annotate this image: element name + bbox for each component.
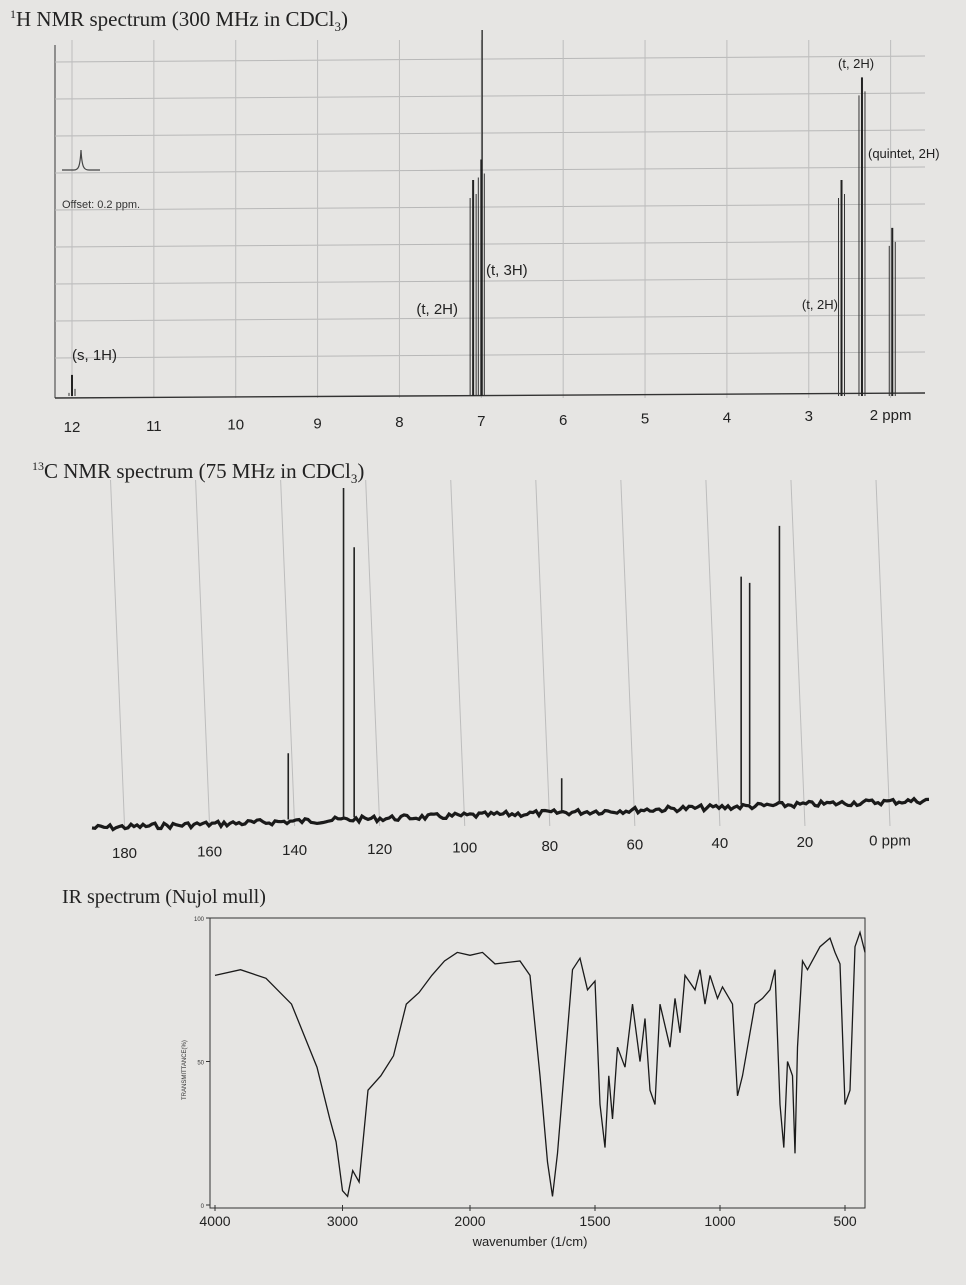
h-nmr-offset-inset-peak <box>62 149 100 171</box>
ir-y-ticks: 0 50 100 <box>194 917 210 1210</box>
ir-y-axis-label: TRANSMITTANCE(%) <box>182 1040 188 1100</box>
h-nmr-grid-hline <box>54 55 926 63</box>
h-nmr-peak-label: (t, 2H) <box>802 297 838 312</box>
c-nmr-x-tick-label: 80 <box>541 838 558 855</box>
c-nmr-x-tick-label: 60 <box>626 837 643 854</box>
h-nmr-peak-label: (t, 3H) <box>486 262 528 279</box>
h-nmr-x-tick-label: 12 <box>64 419 81 436</box>
c-nmr-noise-baseline <box>91 796 930 832</box>
ir-title: IR spectrum (Nujol mull) <box>62 886 266 908</box>
h-nmr-peaks <box>68 30 896 396</box>
h-nmr-grid-hline <box>54 240 926 248</box>
c-nmr-x-tick-label: 100 <box>452 839 477 856</box>
h-nmr-chart: 1H NMR spectrum (300 MHz in CDCl3) Offse… <box>10 7 940 436</box>
ir-x-tick-label: 1000 <box>704 1213 735 1229</box>
h-nmr-peak-labels: (s, 1H) (t, 2H) (t, 3H) (t, 2H) (t, 2H) (quin… <box>72 56 940 364</box>
ir-x-tick-label: 2000 <box>454 1213 485 1229</box>
ir-y-tick-label: 0 <box>201 1204 205 1210</box>
h-nmr-x-tick-label: 9 <box>313 415 321 432</box>
c-nmr-x-tick-label: 20 <box>797 834 814 851</box>
h-nmr-x-tick-label: 8 <box>395 414 403 431</box>
h-nmr-x-tick-label: 6 <box>559 412 567 429</box>
ir-y-tick-label: 100 <box>194 917 205 923</box>
c-nmr-x-tick-label: 140 <box>282 842 307 859</box>
c-nmr-grid-vline <box>195 479 211 827</box>
h-nmr-grid-hline <box>54 129 926 137</box>
c-nmr-x-tick-label: 40 <box>712 835 729 852</box>
h-nmr-title: 1H NMR spectrum (300 MHz in CDCl3) <box>10 7 348 34</box>
ir-x-tick-label: 500 <box>833 1213 857 1229</box>
c-nmr-x-tick-label: 120 <box>367 841 392 858</box>
ir-y-tick-label: 50 <box>197 1061 204 1067</box>
c-nmr-grid <box>110 479 891 827</box>
h-nmr-peak-label: (t, 2H) <box>416 301 458 318</box>
ir-x-tick-label: 3000 <box>327 1213 358 1229</box>
c-nmr-x-tick-label: 160 <box>197 844 222 861</box>
h-nmr-peak-label: (s, 1H) <box>72 347 117 364</box>
h-nmr-peak-label: (quintet, 2H) <box>868 146 940 161</box>
h-nmr-x-tick-label: 10 <box>227 417 244 434</box>
h-nmr-grid-hline <box>54 351 926 359</box>
c-nmr-chart: 13C NMR spectrum (75 MHz in CDCl3) 180 16… <box>32 459 930 862</box>
c-nmr-grid-vline <box>535 479 551 827</box>
ir-x-tick-label: 4000 <box>199 1213 230 1229</box>
h-nmr-x-tick-label: 5 <box>641 411 649 428</box>
c-nmr-x-tick-label: 0 ppm <box>869 832 911 849</box>
ir-x-tick-label: 1500 <box>579 1213 610 1229</box>
h-nmr-x-tick-label: 2 ppm <box>870 407 912 424</box>
h-nmr-grid-hline <box>54 203 926 211</box>
ir-x-axis-label: wavenumber (1/cm) <box>472 1234 588 1249</box>
h-nmr-grid-hline <box>54 277 926 285</box>
h-nmr-x-tick-label: 4 <box>723 409 731 426</box>
h-nmr-grid-hline <box>54 314 926 322</box>
c-nmr-x-ticks: 180 160 140 120 100 80 60 40 20 0 ppm <box>112 832 911 862</box>
h-nmr-peak-label: (t, 2H) <box>838 56 874 71</box>
c-nmr-grid-vline <box>875 479 891 827</box>
c-nmr-peaks <box>287 488 781 820</box>
c-nmr-grid-vline <box>790 479 806 827</box>
c-nmr-x-tick-label: 180 <box>112 845 137 862</box>
ir-chart: IR spectrum (Nujol mull) 4000 3000 2000 150… <box>62 886 866 1249</box>
h-nmr-x-ticks: 12 11 10 9 8 7 6 5 4 3 2 ppm <box>64 407 912 436</box>
c-nmr-grid-vline <box>110 479 126 827</box>
ir-transmittance-line <box>214 930 866 1198</box>
ir-x-ticks: 4000 3000 2000 1500 1000 500 <box>199 1205 857 1229</box>
c-nmr-title: 13C NMR spectrum (75 MHz in CDCl3) <box>32 459 364 486</box>
h-nmr-grid <box>54 40 926 399</box>
h-nmr-offset-label: Offset: 0.2 ppm. <box>62 199 140 211</box>
h-nmr-grid-hline <box>54 166 926 174</box>
h-nmr-x-tick-label: 7 <box>477 413 485 430</box>
h-nmr-grid-hline <box>54 92 926 100</box>
c-nmr-grid-vline <box>705 479 721 827</box>
c-nmr-grid-vline <box>280 479 296 827</box>
h-nmr-x-tick-label: 3 <box>805 408 813 425</box>
h-nmr-x-tick-label: 11 <box>146 418 162 435</box>
c-nmr-grid-vline <box>620 479 636 827</box>
ir-plot-frame <box>209 917 866 1209</box>
h-nmr-baseline <box>54 392 926 399</box>
c-nmr-grid-vline <box>450 479 466 827</box>
c-nmr-grid-vline <box>365 479 381 827</box>
